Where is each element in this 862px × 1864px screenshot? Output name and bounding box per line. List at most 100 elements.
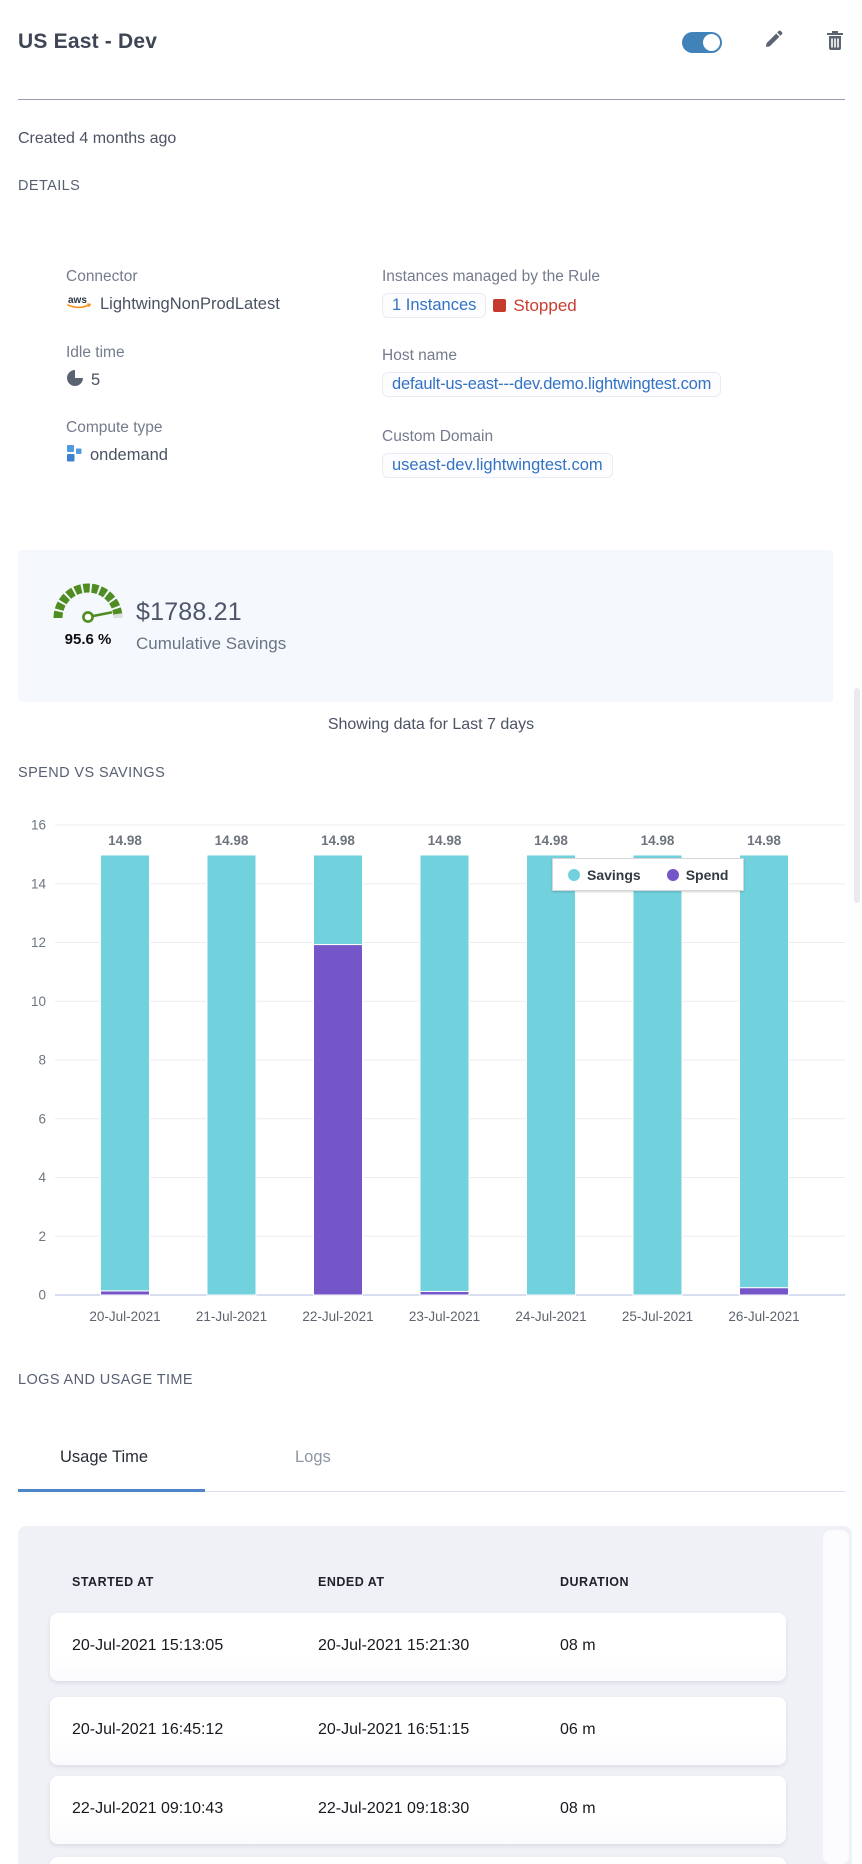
legend-item-savings[interactable]: Savings	[568, 867, 641, 883]
savings-bar-segment[interactable]	[419, 854, 470, 1292]
period-note: Showing data for Last 7 days	[327, 716, 535, 733]
usage-time-panel: STARTED AT ENDED AT DURATION 20-Jul-2021 1…	[18, 1526, 852, 1864]
host-name-field: Host name default-us-east---dev.demo.lig…	[382, 347, 722, 397]
table-row: 20-Jul-2021 15:13:05 20-Jul-2021 15:21:30…	[50, 1613, 786, 1681]
header-controls	[682, 30, 846, 54]
page-scrollbar[interactable]	[854, 688, 860, 903]
savings-bar-segment[interactable]	[632, 854, 683, 1296]
compute-type-value: ondemand	[90, 446, 168, 464]
custom-domain-label: Custom Domain	[382, 428, 494, 445]
duration-cell: 06 m	[560, 1721, 596, 1738]
custom-domain-link[interactable]: useast-dev.lightwingtest.com	[382, 453, 613, 478]
active-tab-underline	[18, 1489, 205, 1492]
instances-field: Instances managed by the Rule 1 Instance…	[382, 268, 600, 318]
duration-cell: 08 m	[560, 1800, 596, 1817]
x-axis-label: 26-Jul-2021	[728, 1309, 799, 1324]
header-divider	[18, 99, 845, 100]
spend-vs-savings-heading: SPEND VS SAVINGS	[18, 765, 166, 781]
connector-field: Connector aws LightwingNonProdLatest	[66, 268, 280, 315]
toggle-knob-icon	[703, 33, 720, 51]
spend-bar-segment[interactable]	[419, 1290, 470, 1296]
gauge-arc-icon	[49, 583, 127, 628]
edit-pencil-icon	[764, 30, 783, 54]
column-header-duration: DURATION	[560, 1575, 630, 1589]
savings-bar-segment[interactable]	[526, 854, 576, 1296]
chart-legend: Savings Spend	[552, 858, 745, 891]
savings-dot-icon	[568, 868, 580, 881]
savings-bar-segment[interactable]	[206, 854, 257, 1296]
bar-value-label: 14.98	[641, 833, 675, 848]
compute-type-field: Compute type ondemand	[66, 419, 168, 467]
spend-bar-segment[interactable]	[739, 1287, 789, 1296]
instances-link[interactable]: 1 Instances	[382, 293, 487, 318]
ended-at-cell: 20-Jul-2021 16:51:15	[318, 1721, 470, 1738]
idle-time-label: Idle time	[66, 344, 125, 361]
cumulative-savings-card: 95.6 % $1788.21 Cumulative Savings	[18, 550, 833, 702]
spend-bar-segment[interactable]	[313, 944, 363, 1296]
legend-label: Spend	[685, 866, 729, 883]
y-tick-label: 16	[31, 818, 46, 833]
y-tick-label: 14	[31, 876, 47, 891]
host-name-link[interactable]: default-us-east---dev.demo.lightwingtest…	[382, 372, 722, 397]
duration-cell: 08 m	[560, 1637, 596, 1654]
connector-value: LightwingNonProdLatest	[100, 294, 280, 313]
savings-bar-segment[interactable]	[313, 854, 363, 946]
logs-heading: LOGS AND USAGE TIME	[18, 1372, 193, 1388]
bar-value-label: 14.98	[747, 833, 781, 848]
savings-gauge: 95.6 %	[40, 576, 136, 648]
idle-time-field: Idle time 5	[66, 344, 125, 392]
y-tick-label: 0	[38, 1288, 46, 1303]
legend-item-spend[interactable]: Spend	[666, 866, 729, 883]
started-at-cell: 20-Jul-2021 15:13:05	[72, 1637, 224, 1654]
tab-logs[interactable]: Logs	[295, 1448, 331, 1466]
column-header-ended-at: ENDED AT	[318, 1575, 385, 1589]
header: US East - Dev	[18, 30, 846, 54]
compute-squares-icon	[66, 444, 83, 467]
y-tick-label: 6	[38, 1111, 46, 1126]
compute-type-label: Compute type	[66, 419, 163, 436]
x-axis-label: 20-Jul-2021	[89, 1309, 160, 1324]
spend-dot-icon	[666, 868, 679, 881]
svg-text:aws: aws	[68, 295, 87, 306]
x-axis-label: 25-Jul-2021	[622, 1309, 693, 1324]
legend-label: Savings	[587, 866, 641, 883]
spend-vs-savings-chart: 0 2 4 6 8 10 12 14 16 14.98 20-Jul-2021 14.98 21-Jul…	[0, 800, 862, 1340]
table-row: 22-Jul-2021 09:10:43 22-Jul-2021 09:18:30…	[50, 1776, 786, 1844]
ended-at-cell: 22-Jul-2021 09:18:30	[318, 1800, 470, 1817]
tabs-divider	[18, 1491, 845, 1492]
x-axis-label: 21-Jul-2021	[196, 1309, 267, 1324]
spend-bar-segment[interactable]	[100, 1290, 150, 1296]
rule-enabled-toggle[interactable]	[682, 31, 722, 53]
panel-scrollbar[interactable]	[823, 1530, 849, 1864]
bar-value-label: 14.98	[534, 833, 568, 848]
idle-pie-icon	[66, 369, 84, 392]
y-tick-label: 12	[31, 935, 46, 950]
edit-button[interactable]	[762, 30, 784, 54]
connector-label: Connector	[66, 268, 138, 285]
x-axis-label: 22-Jul-2021	[302, 1309, 373, 1324]
y-tick-label: 2	[38, 1229, 46, 1244]
stopped-status-icon	[493, 299, 507, 312]
savings-bar-segment[interactable]	[100, 854, 150, 1292]
column-header-started-at: STARTED AT	[72, 1575, 154, 1589]
savings-bar-segment[interactable]	[739, 854, 789, 1289]
bar-value-label: 14.98	[428, 833, 462, 848]
details-heading: DETAILS	[18, 178, 81, 194]
gauge-percent: 95.6 %	[64, 631, 112, 648]
y-tick-label: 4	[38, 1170, 46, 1185]
started-at-cell: 20-Jul-2021 16:45:12	[72, 1721, 224, 1738]
delete-button[interactable]	[824, 30, 846, 53]
started-at-cell: 22-Jul-2021 09:10:43	[72, 1800, 224, 1817]
table-row-partial	[50, 1857, 786, 1864]
ended-at-cell: 20-Jul-2021 15:21:30	[318, 1637, 470, 1654]
y-tick-label: 8	[38, 1053, 46, 1068]
page-title: US East - Dev	[18, 30, 158, 53]
x-axis-label: 23-Jul-2021	[409, 1309, 480, 1324]
bar-value-label: 14.98	[108, 833, 142, 848]
instances-label: Instances managed by the Rule	[382, 268, 600, 285]
bar-value-label: 14.98	[215, 833, 249, 848]
tab-usage-time[interactable]: Usage Time	[60, 1448, 149, 1466]
table-row: 20-Jul-2021 16:45:12 20-Jul-2021 16:51:15…	[50, 1697, 786, 1765]
aws-icon: aws	[66, 293, 93, 315]
